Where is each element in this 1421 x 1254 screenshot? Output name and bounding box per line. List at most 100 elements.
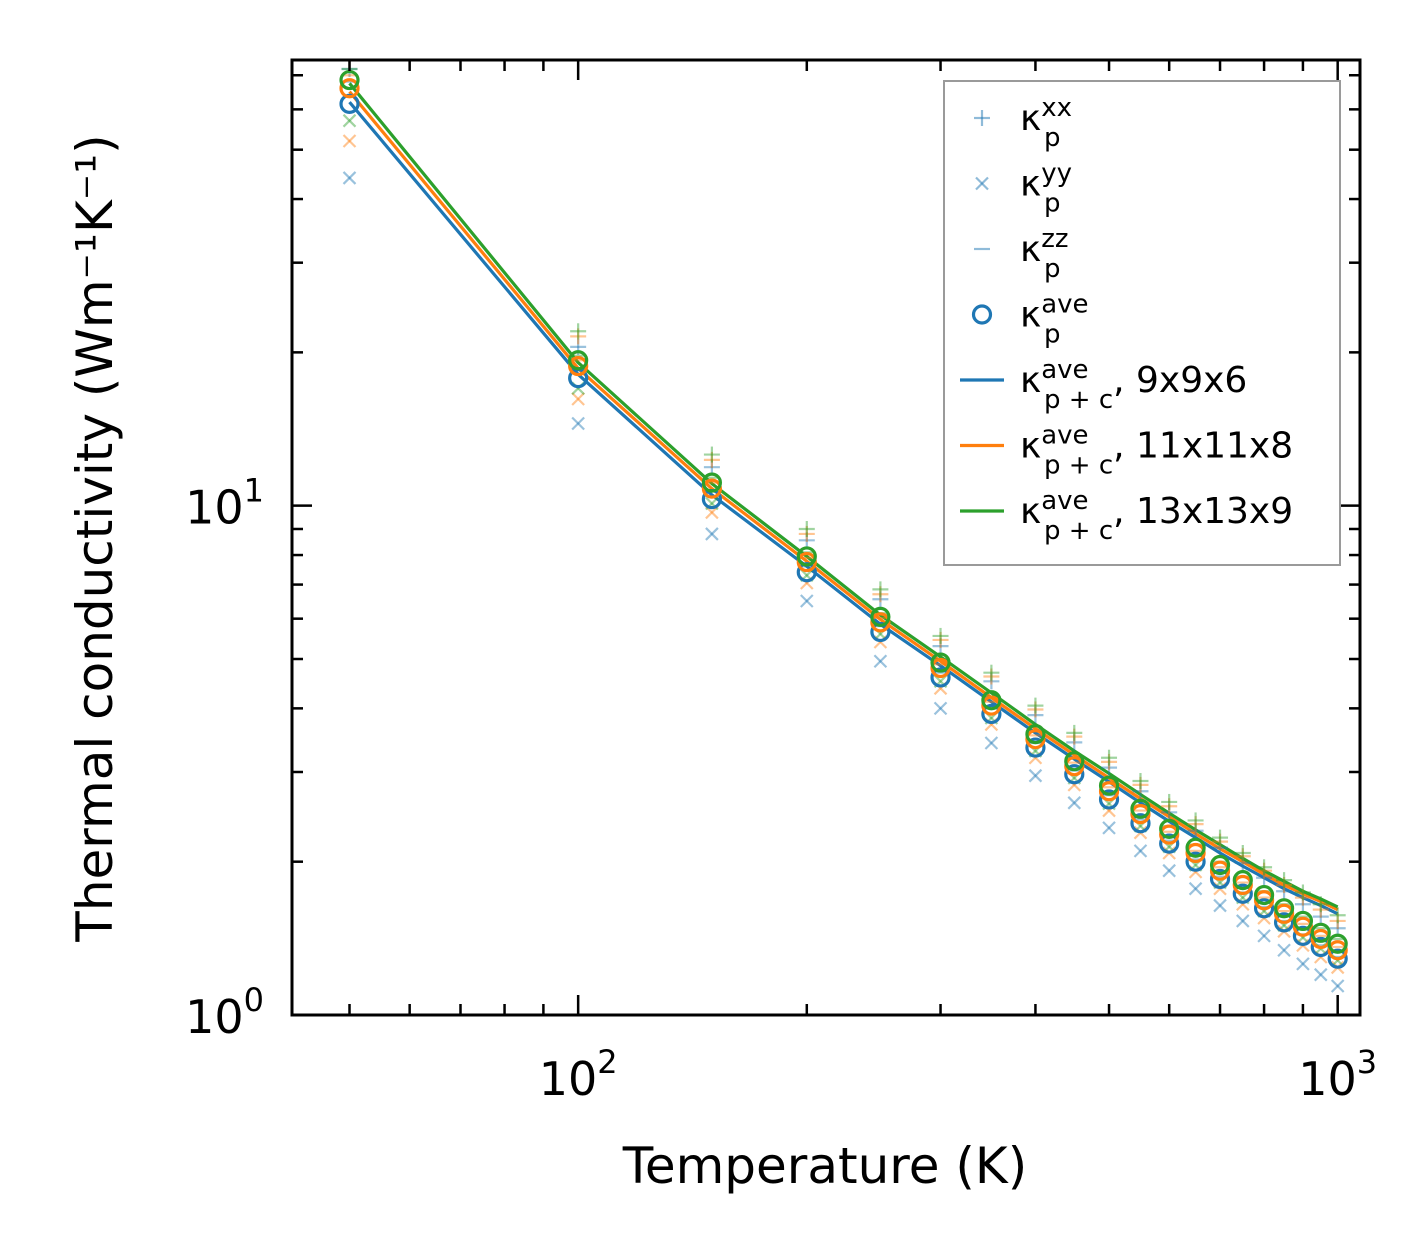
point-ave-9x9x6-650 xyxy=(1185,851,1206,872)
point-xx-9x9x6-900 xyxy=(1294,896,1311,913)
y-tick-label: 100 xyxy=(185,981,264,1044)
point-ave-13x13x9-550 xyxy=(1130,798,1151,819)
point-ave-13x13x9-150 xyxy=(701,472,722,493)
point-ave-13x13x9-950 xyxy=(1310,922,1331,943)
point-xx-9x9x6-600 xyxy=(1161,804,1178,821)
point-xx-13x13x9-50 xyxy=(342,43,358,59)
point-ave-11x11x8-1000 xyxy=(1327,940,1348,961)
point-xx-13x13x9-700 xyxy=(1212,829,1229,846)
point-ave-9x9x6-750 xyxy=(1232,883,1253,904)
legend-label-zz: κzz p xyxy=(1020,224,1069,284)
point-xx-9x9x6-750 xyxy=(1234,854,1251,871)
point-ave-9x9x6-700 xyxy=(1209,868,1231,890)
point-ave-11x11x8-500 xyxy=(1098,781,1120,802)
x-axis-title: Temperature (K) xyxy=(622,1137,1027,1195)
point-yy-9x9x6-100 xyxy=(571,416,585,431)
point-ave-9x9x6-1000 xyxy=(1327,948,1348,969)
point-xx-9x9x6-650 xyxy=(1187,822,1204,839)
point-ave-13x13x9-750 xyxy=(1232,870,1253,891)
legend-marker-ave xyxy=(971,304,993,325)
point-xx-9x9x6-950 xyxy=(1312,908,1329,925)
legend-label-ave: κave p xyxy=(1020,290,1089,350)
point-ave-13x13x9-200 xyxy=(796,546,817,567)
point-ave-9x9x6-250 xyxy=(870,621,891,643)
point-ave-11x11x8-600 xyxy=(1159,824,1180,845)
point-xx-11x11x8-450 xyxy=(1066,728,1083,745)
point-xx-9x9x6-800 xyxy=(1256,869,1273,886)
point-ave-13x13x9-250 xyxy=(870,606,891,627)
point-xx-9x9x6-700 xyxy=(1212,839,1229,856)
point-yy-9x9x6-550 xyxy=(1133,844,1148,858)
point-yy-11x11x8-150 xyxy=(705,505,719,520)
point-ave-13x13x9-350 xyxy=(981,690,1002,711)
point-yy-9x9x6-300 xyxy=(933,701,948,716)
point-xx-13x13x9-600 xyxy=(1161,793,1178,810)
point-ave-11x11x8-50 xyxy=(339,78,360,99)
point-xx-13x13x9-300 xyxy=(932,627,949,644)
point-xx-11x11x8-600 xyxy=(1161,798,1178,815)
line-series-11x11x8 xyxy=(348,90,1339,912)
point-yy-9x9x6-500 xyxy=(1102,821,1116,835)
legend-box xyxy=(943,80,1341,566)
point-yy-9x9x6-700 xyxy=(1213,898,1227,913)
point-xx-13x13x9-450 xyxy=(1066,724,1083,741)
point-ave-13x13x9-1000 xyxy=(1327,933,1348,954)
point-yy-9x9x6-600 xyxy=(1162,863,1176,878)
point-ave-13x13x9-600 xyxy=(1159,818,1180,839)
point-xx-13x13x9-950 xyxy=(1312,896,1329,913)
point-xx-13x13x9-500 xyxy=(1101,749,1118,766)
plot-frame xyxy=(290,58,1362,1017)
point-yy-9x9x6-250 xyxy=(873,654,888,669)
point-ave-13x13x9-100 xyxy=(568,350,589,371)
point-xx-11x11x8-850 xyxy=(1276,876,1293,893)
legend-label-xx: κxx p xyxy=(1020,93,1072,153)
point-xx-11x11x8-650 xyxy=(1187,816,1204,833)
point-xx-9x9x6-1000 xyxy=(1329,920,1346,937)
legend-marker-yy xyxy=(975,176,989,191)
point-yy-9x9x6-150 xyxy=(705,527,719,541)
point-xx-9x9x6-500 xyxy=(1101,759,1118,776)
point-yy-9x9x6-650 xyxy=(1188,881,1203,896)
point-yy-9x9x6-450 xyxy=(1067,796,1082,810)
point-ave-9x9x6-600 xyxy=(1159,833,1180,854)
point-ave-9x9x6-350 xyxy=(981,703,1002,725)
point-xx-11x11x8-350 xyxy=(983,668,1000,685)
point-ave-9x9x6-850 xyxy=(1273,912,1295,933)
point-ave-11x11x8-250 xyxy=(870,612,891,633)
point-xx-13x13x9-550 xyxy=(1132,773,1149,790)
point-ave-9x9x6-550 xyxy=(1130,813,1151,834)
point-ave-9x9x6-450 xyxy=(1064,764,1085,785)
point-xx-9x9x6-200 xyxy=(798,532,815,549)
point-xx-11x11x8-200 xyxy=(798,525,815,542)
legend-label-line-13x13x9: κave p + c, 13x13x9 xyxy=(1020,486,1293,546)
point-ave-13x13x9-300 xyxy=(930,652,951,673)
point-xx-11x11x8-750 xyxy=(1234,848,1251,865)
point-ave-13x13x9-800 xyxy=(1253,884,1275,906)
point-xx-11x11x8-250 xyxy=(872,586,889,603)
x-tick-label: 103 xyxy=(1298,1043,1377,1106)
point-xx-9x9x6-350 xyxy=(983,673,1000,690)
point-ave-9x9x6-800 xyxy=(1253,898,1275,919)
point-yy-9x9x6-750 xyxy=(1236,914,1250,928)
point-xx-9x9x6-300 xyxy=(932,638,949,655)
axes: 102 103 100 101 xyxy=(185,58,1377,1106)
line-series-9x9x6 xyxy=(348,101,1339,916)
legend-label-line-11x11x8: κave p + c, 11x11x8 xyxy=(1020,421,1293,481)
point-ave-11x11x8-200 xyxy=(796,551,817,573)
point-xx-13x13x9-200 xyxy=(798,520,815,537)
point-xx-11x11x8-1000 xyxy=(1329,912,1346,929)
point-xx-13x13x9-350 xyxy=(983,664,1000,681)
point-xx-13x13x9-100 xyxy=(570,323,587,340)
y-tick-label: 101 xyxy=(185,472,264,535)
legend-label-line-9x9x6: κave p + c, 9x9x6 xyxy=(1020,355,1247,415)
point-ave-11x11x8-900 xyxy=(1292,916,1314,937)
point-xx-11x11x8-500 xyxy=(1101,753,1118,770)
point-ave-11x11x8-700 xyxy=(1209,860,1231,881)
point-yy-13x13x9-50 xyxy=(342,113,357,128)
point-yy-9x9x6-50 xyxy=(342,171,357,185)
axis-labels: Temperature (K) Thermal conductivity (Wm… xyxy=(66,134,1027,1195)
point-ave-13x13x9-850 xyxy=(1273,898,1295,919)
point-xx-11x11x8-100 xyxy=(570,328,587,345)
